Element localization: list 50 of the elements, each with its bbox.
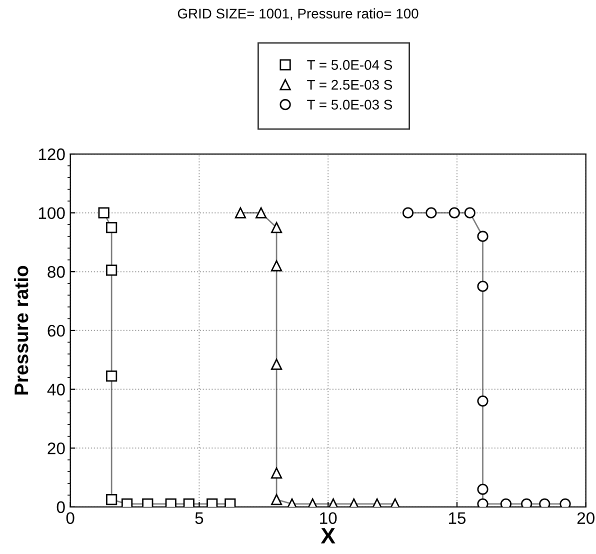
y-tick-label: 0: [56, 501, 65, 514]
point: [234, 207, 246, 218]
point: [106, 370, 118, 382]
point: [477, 280, 488, 292]
point: [560, 498, 571, 507]
x-tick-label: 20: [577, 512, 594, 524]
point: [477, 498, 488, 507]
point: [328, 498, 339, 507]
x-axis-title: X: [320, 528, 336, 544]
point: [270, 260, 282, 272]
y-tick-label: 40: [47, 384, 65, 396]
y-tick-label: 60: [48, 324, 65, 337]
point: [448, 207, 460, 218]
point: [142, 498, 154, 507]
point: [500, 498, 512, 507]
point: [477, 230, 488, 242]
x-tick-label: 0: [66, 512, 74, 524]
point: [477, 484, 488, 495]
point: [206, 498, 218, 507]
point: [270, 494, 282, 506]
x-tick-label: 15: [448, 512, 466, 524]
y-tick-label: 80: [48, 266, 65, 278]
point: [426, 207, 437, 218]
point: [106, 264, 118, 276]
point: [106, 494, 118, 506]
point: [539, 498, 550, 507]
point: [521, 498, 532, 507]
chart-title: GRID SIZE= 1001, Pressure ratio= 100: [178, 8, 418, 20]
point: [270, 358, 282, 370]
point: [477, 395, 488, 407]
point: [106, 222, 118, 234]
legend-label: T = 5.0E-03 S: [307, 100, 392, 110]
point: [464, 207, 476, 218]
legend-label: T = 5.0E-04 S: [307, 60, 392, 70]
legend-label: T = 2.5E-03 S: [307, 80, 392, 90]
y-tick-label: 120: [38, 148, 65, 160]
point: [121, 498, 133, 507]
y-tick-label: 100: [38, 207, 65, 220]
point: [270, 222, 282, 234]
point: [98, 207, 110, 218]
point: [256, 207, 267, 218]
point: [183, 498, 194, 507]
y-axis-title: Pressure ratio: [14, 266, 28, 395]
x-tick-label: 10: [320, 512, 337, 524]
y-tick-label: 20: [48, 442, 65, 454]
point: [224, 498, 236, 507]
x-tick-label: 5: [195, 512, 204, 524]
point: [165, 498, 176, 507]
point: [270, 468, 282, 479]
point: [402, 207, 414, 218]
